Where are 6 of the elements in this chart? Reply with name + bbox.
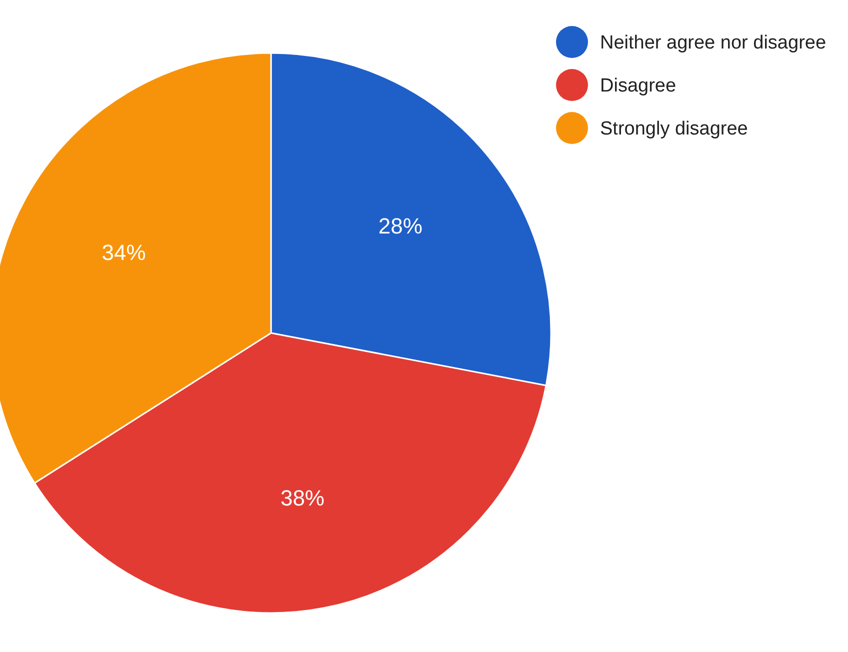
legend-label: Disagree xyxy=(600,76,676,97)
data-label: 38% xyxy=(280,486,325,511)
data-label: 34% xyxy=(102,240,146,265)
legend-label: Neither agree nor disagree xyxy=(600,32,826,54)
legend-label: Strongly disagree xyxy=(600,118,748,140)
data-label: 28% xyxy=(378,214,422,239)
